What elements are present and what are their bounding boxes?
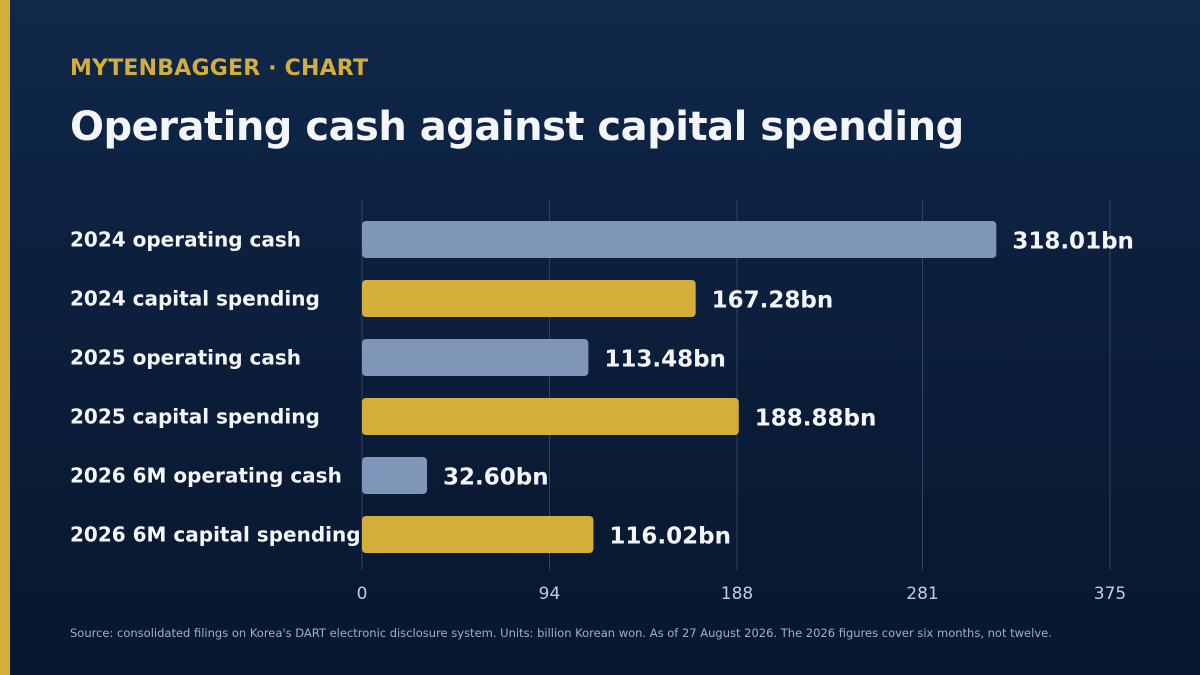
accent-bar [0, 0, 10, 675]
bar [362, 457, 428, 494]
x-tick-label: 94 [539, 584, 561, 604]
category-label: 2025 operating cash [70, 346, 301, 370]
value-label: 116.02bn [609, 524, 731, 550]
value-label: 188.88bn [755, 406, 877, 432]
x-tick-label: 188 [721, 584, 753, 604]
category-label: 2024 capital spending [70, 287, 320, 311]
value-label: 167.28bn [712, 288, 834, 314]
category-label: 2026 6M operating cash [70, 464, 342, 488]
value-label: 113.48bn [604, 347, 726, 373]
chart-title: Operating cash against capital spending [70, 104, 964, 150]
x-tick-label: 375 [1094, 584, 1126, 604]
x-tick-label: 281 [906, 584, 938, 604]
x-tick-label: 0 [357, 584, 368, 604]
eyebrow-label: MYTENBAGGER · CHART [70, 56, 369, 81]
bar [362, 221, 997, 258]
category-label: 2024 operating cash [70, 228, 301, 252]
source-note: Source: consolidated filings on Korea's … [70, 626, 1052, 640]
bar [362, 280, 696, 317]
bar [362, 516, 594, 553]
value-label: 318.01bn [1012, 229, 1134, 255]
bar [362, 398, 739, 435]
value-label: 32.60bn [443, 465, 549, 491]
category-label: 2025 capital spending [70, 405, 320, 429]
category-label: 2026 6M capital spending [70, 523, 361, 547]
bar [362, 339, 589, 376]
